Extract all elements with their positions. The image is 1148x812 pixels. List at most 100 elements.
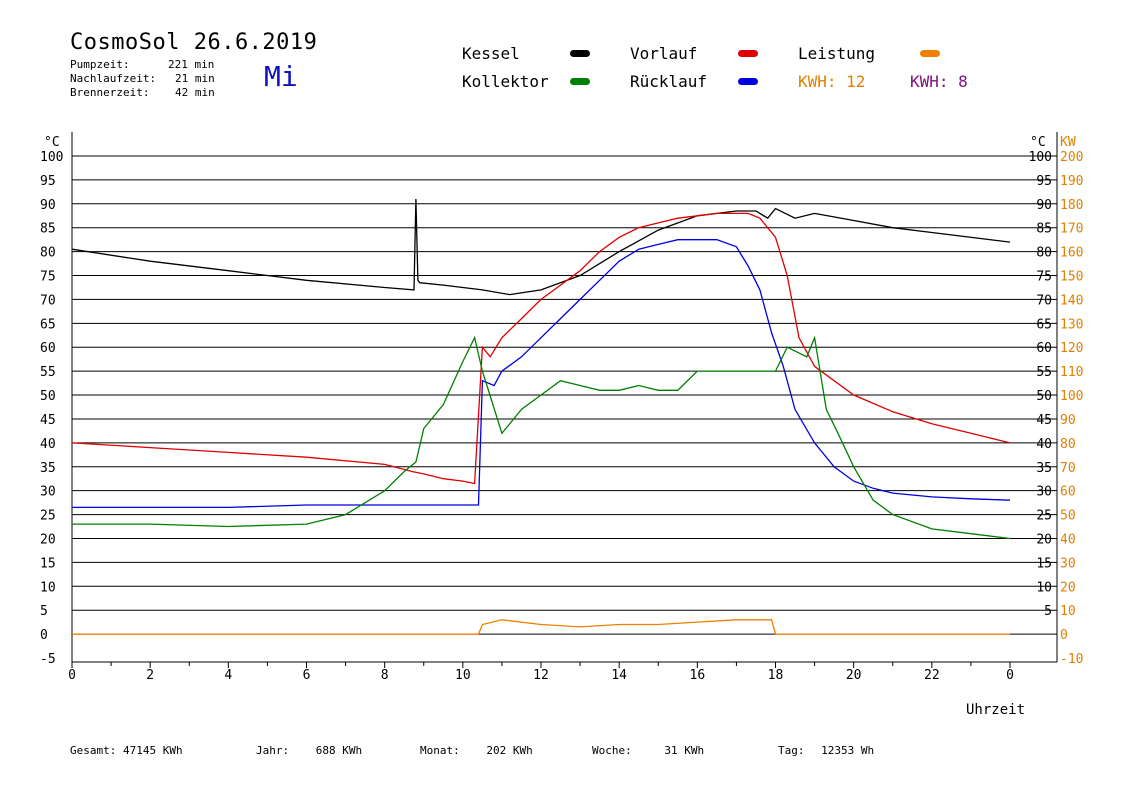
footer-week: Woche: 31 KWh (592, 744, 704, 757)
y-tick-label-left: 35 (40, 461, 56, 476)
footer-year: Jahr: 688 KWh (256, 744, 362, 757)
weekday-label: Mi (264, 60, 298, 93)
x-tick-label: 18 (768, 668, 784, 683)
chart-title: CosmoSol 26.6.2019 (70, 30, 318, 55)
legend-swatch-ruecklauf (738, 78, 758, 85)
stat-value-pumpzeit: 221 min (168, 58, 215, 71)
y-tick-label-right-temp: 10 (1036, 580, 1052, 595)
stat-value-brennerzeit: 42 min (175, 86, 215, 99)
y-tick-label-right-temp: 25 (1036, 509, 1052, 524)
y-tick-label-right-temp: 40 (1036, 437, 1052, 452)
y-tick-label-right-power: 50 (1060, 509, 1076, 524)
legend-label-kollektor: Kollektor (462, 72, 549, 91)
series-line-kollektor (72, 335, 1011, 540)
y-tick-label-right-temp: 100 (1029, 150, 1052, 165)
y-axis-unit-right-temp: °C (1030, 135, 1046, 150)
y-tick-label-left: 25 (40, 509, 56, 524)
y-tick-label-right-power: 120 (1060, 341, 1083, 356)
y-tick-label-right-power: 200 (1060, 150, 1083, 165)
kwh-secondary: KWH: 8 (910, 72, 968, 91)
y-tick-label-right-power: 160 (1060, 246, 1083, 261)
x-tick-label: 4 (224, 668, 232, 683)
y-tick-label-right-power: 80 (1060, 437, 1076, 452)
x-tick-label: 14 (611, 668, 627, 683)
y-tick-label-right-power: 90 (1060, 413, 1076, 428)
y-tick-label-left: 55 (40, 365, 56, 380)
stat-value-nachlaufzeit: 21 min (175, 72, 215, 85)
x-tick-label: 6 (303, 668, 311, 683)
y-tick-label-right-power: 0 (1060, 628, 1068, 643)
kwh-primary-value: 12 (846, 72, 866, 91)
kwh-primary-label: KWH: (798, 72, 837, 91)
x-tick-label: 2 (146, 668, 154, 683)
y-tick-label-right-temp: 80 (1036, 246, 1052, 261)
footer-month-value: 202 KWh (486, 744, 533, 757)
footer-week-label: Woche: (592, 744, 632, 757)
y-tick-label-right-temp: 15 (1036, 556, 1052, 571)
footer-day-label: Tag: (778, 744, 805, 757)
y-tick-label-right-temp: 20 (1036, 532, 1052, 547)
y-tick-label-right-power: 170 (1060, 222, 1083, 237)
stat-label-pumpzeit: Pumpzeit: (70, 58, 130, 71)
y-tick-label-left: 95 (40, 174, 56, 189)
stat-label-brennerzeit: Brennerzeit: (70, 86, 150, 99)
y-tick-label-left: 15 (40, 556, 56, 571)
footer-year-value: 688 KWh (315, 744, 363, 757)
y-tick-label-right-temp: 90 (1036, 198, 1052, 213)
legend-swatch-vorlauf (738, 50, 758, 57)
y-tick-label-right-power: 30 (1060, 556, 1076, 571)
y-tick-label-right-temp: 70 (1036, 293, 1052, 308)
y-tick-label-left: 45 (40, 413, 56, 428)
y-tick-label-left: 85 (40, 222, 56, 237)
y-tick-label-right-temp: 95 (1036, 174, 1052, 189)
y-tick-label-right-power: 40 (1060, 532, 1076, 547)
y-tick-label-right-power: 70 (1060, 461, 1076, 476)
y-tick-label-right-power: 130 (1060, 317, 1083, 332)
legend-label-kessel: Kessel (462, 44, 520, 63)
y-tick-label-left: 30 (40, 485, 56, 500)
y-tick-label-left: 10 (40, 580, 56, 595)
footer-day: Tag: 12353 Wh (778, 744, 874, 757)
y-tick-label-left: -5 (40, 652, 56, 667)
x-tick-label: 10 (455, 668, 471, 683)
series-line-vorlauf (71, 212, 1011, 485)
y-tick-label-right-power: 60 (1060, 485, 1076, 500)
y-axis-unit-right-power: KW (1060, 135, 1076, 150)
legend-label-ruecklauf: Rücklauf (630, 72, 708, 91)
y-axis-unit-left: °C (44, 135, 60, 150)
y-tick-label-right-power: 110 (1060, 365, 1083, 380)
y-tick-label-right-temp: 50 (1036, 389, 1052, 404)
stat-label-nachlaufzeit: Nachlaufzeit: (70, 72, 157, 85)
y-tick-label-right-power: 20 (1060, 580, 1076, 595)
y-tick-label-right-power: 10 (1060, 604, 1076, 619)
y-tick-label-right-temp: 45 (1036, 413, 1052, 428)
y-tick-label-left: 0 (40, 628, 48, 643)
legend-swatch-kessel (570, 50, 590, 57)
footer-month: Monat: 202 KWh (420, 744, 533, 757)
x-axis-label: Uhrzeit (966, 702, 1025, 718)
legend-label-vorlauf: Vorlauf (630, 44, 698, 63)
series-line-leistung (72, 619, 1010, 635)
legend-label-leistung: Leistung (798, 44, 876, 63)
x-tick-label: 20 (846, 668, 862, 683)
series-line-rücklauf (72, 239, 1011, 509)
y-tick-label-left: 100 (40, 150, 63, 165)
y-tick-label-right-temp: 60 (1036, 341, 1052, 356)
kwh-primary: KWH: 12 (798, 72, 865, 91)
series-line-kessel (71, 198, 1011, 296)
x-tick-label: 0 (1006, 668, 1014, 683)
x-tick-label: 8 (381, 668, 389, 683)
y-tick-label-right-temp: 5 (1044, 604, 1052, 619)
y-tick-label-left: 75 (40, 270, 56, 285)
footer-day-value: 12353 Wh (821, 744, 875, 757)
footer-total-value: 47145 KWh (122, 744, 183, 757)
y-tick-label-left: 50 (40, 389, 56, 404)
x-tick-label: 0 (68, 668, 76, 683)
y-tick-label-right-temp: 65 (1036, 317, 1052, 332)
y-tick-label-left: 80 (40, 246, 56, 261)
y-tick-label-right-temp: 55 (1036, 365, 1052, 380)
y-tick-label-right-temp: 30 (1036, 485, 1052, 500)
y-tick-label-right-temp: 85 (1036, 222, 1052, 237)
y-tick-label-right-power: 140 (1060, 293, 1083, 308)
